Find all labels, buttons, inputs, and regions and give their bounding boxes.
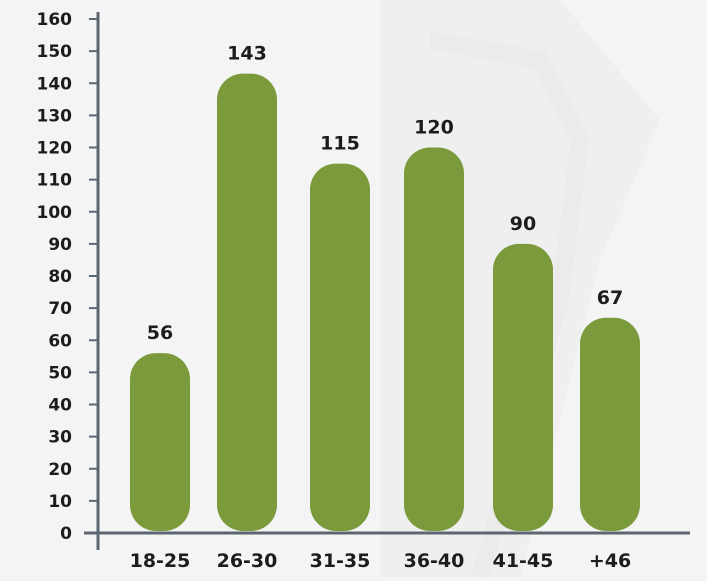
x-tick-label: 18-25 — [130, 550, 191, 572]
axes — [84, 12, 690, 550]
x-tick-label: +46 — [589, 550, 631, 572]
y-tick-label: 120 — [37, 139, 73, 159]
y-tick-label: 60 — [48, 331, 72, 351]
x-tick-label: 26-30 — [217, 550, 278, 572]
x-axis-labels: 18-25 26-30 31-35 36-40 41-45 +46 — [130, 550, 632, 572]
y-tick-label: 90 — [48, 235, 72, 255]
bar-31-35 — [310, 163, 370, 531]
y-tick-label: 10 — [48, 492, 72, 512]
bars — [130, 73, 640, 532]
y-tick-label: 160 — [37, 10, 73, 30]
x-tick-label: 41-45 — [493, 550, 554, 572]
value-label: 56 — [147, 322, 173, 344]
value-label: 90 — [510, 213, 536, 235]
value-label: 143 — [227, 43, 267, 65]
y-tick-label: 130 — [37, 106, 73, 126]
y-tick-label: 80 — [48, 267, 72, 287]
y-axis-ticks: 0 10 20 30 40 50 60 70 80 90 100 110 120 130 140 150 160 — [37, 10, 98, 544]
value-labels: 56 143 115 120 90 67 — [147, 43, 623, 344]
value-label: 115 — [320, 133, 360, 155]
y-tick-label: 40 — [48, 396, 72, 416]
bar-+46 — [580, 317, 640, 531]
x-tick-label: 36-40 — [404, 550, 465, 572]
bar-18-25 — [130, 353, 190, 531]
y-tick-label: 0 — [60, 524, 72, 544]
x-tick-label: 31-35 — [310, 550, 371, 572]
y-tick-label: 100 — [37, 203, 73, 223]
bar-26-30 — [217, 73, 277, 532]
y-tick-label: 150 — [37, 42, 73, 62]
y-tick-label: 110 — [37, 171, 73, 191]
y-tick-label: 30 — [48, 428, 72, 448]
y-tick-label: 20 — [48, 460, 72, 480]
y-tick-label: 140 — [37, 74, 73, 94]
bar-36-40 — [404, 147, 464, 531]
y-tick-label: 70 — [48, 299, 72, 319]
y-tick-label: 50 — [48, 363, 72, 383]
value-label: 120 — [414, 117, 454, 139]
value-label: 67 — [597, 287, 623, 309]
bar-41-45 — [493, 243, 553, 531]
